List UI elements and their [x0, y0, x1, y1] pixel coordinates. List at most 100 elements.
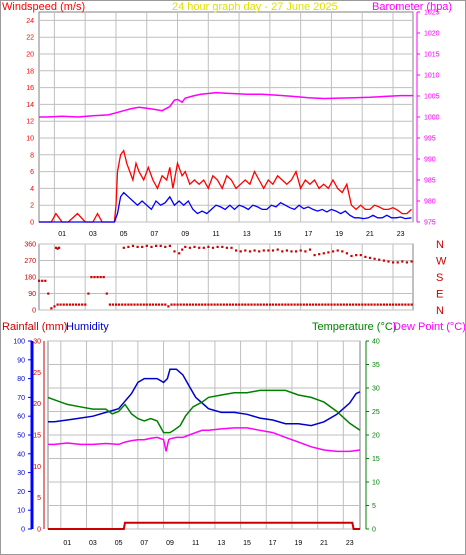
- direction-point: [204, 303, 207, 306]
- dewpoint-axis-title: Dew Point (°C): [393, 321, 466, 333]
- direction-point: [327, 303, 330, 306]
- windspeed-tick-label: 18: [26, 68, 34, 75]
- temperature-tick-label: 5: [372, 503, 376, 510]
- direction-point: [373, 257, 376, 260]
- direction-compass-label: N: [436, 305, 444, 317]
- direction-point: [271, 303, 275, 306]
- barometer-tick-label: 985: [424, 178, 436, 185]
- direction-point: [339, 303, 342, 306]
- rainfall-tick-label: 25: [33, 370, 41, 377]
- direction-point: [262, 303, 265, 306]
- bottom-hour-tick-label: 03: [89, 540, 97, 547]
- windspeed-axis-title: Windspeed (m/s): [2, 1, 85, 13]
- direction-point: [195, 303, 198, 306]
- direction-point: [256, 303, 259, 306]
- barometer-tick-label: 995: [424, 136, 436, 143]
- direction-point: [407, 303, 410, 306]
- direction-point: [392, 261, 395, 264]
- direction-point: [295, 250, 298, 253]
- direction-point: [164, 245, 167, 248]
- temperature-tick-label: 10: [372, 480, 380, 487]
- direction-compass-label: N: [436, 239, 444, 251]
- direction-point: [202, 246, 205, 249]
- direction-point: [248, 250, 252, 253]
- humidity-tick-label: 40: [17, 451, 25, 458]
- humidity-tick-label: 90: [17, 357, 25, 364]
- direction-degree-tick-label: 90: [28, 291, 36, 298]
- direction-point: [388, 303, 392, 306]
- barometer-axis-title: Barometer (hpa): [372, 1, 452, 13]
- direction-point: [210, 303, 213, 306]
- barometer-tick-label: 980: [424, 199, 436, 206]
- direction-point: [352, 303, 355, 306]
- direction-point: [315, 303, 318, 306]
- direction-point: [350, 254, 353, 258]
- direction-point: [81, 303, 84, 306]
- direction-point: [225, 303, 228, 306]
- direction-point: [278, 303, 281, 306]
- temperature-tick-label: 40: [372, 339, 380, 346]
- direction-point: [330, 303, 333, 306]
- direction-point: [99, 276, 102, 279]
- rainfall-tick-label: 5: [37, 495, 41, 502]
- rainfall-tick-label: 20: [33, 401, 41, 408]
- direction-point: [155, 244, 158, 247]
- direction-point: [364, 255, 367, 258]
- direction-point: [318, 303, 321, 306]
- direction-point: [276, 248, 279, 251]
- direction-point: [359, 254, 362, 257]
- direction-point: [158, 303, 161, 306]
- direction-point: [247, 303, 250, 306]
- direction-point: [184, 245, 187, 248]
- direction-point: [268, 303, 272, 306]
- windspeed-tick-label: 22: [26, 35, 34, 42]
- direction-point: [312, 303, 315, 306]
- direction-point: [133, 303, 136, 306]
- direction-point: [71, 303, 75, 306]
- direction-point: [370, 303, 373, 306]
- rainfall-tick-label: 0: [37, 527, 41, 534]
- direction-point: [308, 248, 312, 251]
- direction-point: [118, 303, 121, 306]
- wind-hour-tick-label: 03: [89, 231, 97, 238]
- direction-point: [382, 303, 385, 306]
- dew-point-line: [48, 427, 361, 453]
- wind-hour-tick-label: 05: [120, 231, 128, 238]
- direction-point: [168, 244, 171, 247]
- direction-point: [173, 250, 176, 253]
- direction-point: [222, 303, 225, 306]
- wind-hour-tick-label: 15: [274, 231, 282, 238]
- temperature-tick-label: 15: [372, 456, 380, 463]
- windspeed-tick-label: 0: [30, 220, 34, 227]
- rainfall-tick-label: 15: [33, 433, 41, 440]
- direction-point: [238, 303, 241, 306]
- direction-point: [271, 249, 275, 252]
- direction-point: [216, 303, 219, 306]
- direction-point: [193, 245, 196, 248]
- direction-point: [211, 246, 215, 249]
- direction-point: [285, 249, 288, 252]
- direction-point: [161, 303, 164, 306]
- direction-point: [181, 248, 184, 251]
- direction-point: [164, 303, 167, 306]
- bottom-hour-tick-label: 05: [115, 540, 123, 547]
- direction-point: [345, 303, 348, 306]
- direction-point: [176, 303, 179, 306]
- direction-point: [108, 303, 111, 306]
- direction-point: [74, 303, 78, 306]
- direction-point: [410, 303, 413, 306]
- direction-point: [287, 303, 290, 306]
- wind-hour-tick-label: 11: [212, 231, 219, 238]
- direction-point: [221, 245, 224, 248]
- barometer-tick-label: 1020: [424, 31, 440, 38]
- direction-point: [58, 246, 61, 249]
- temperature-tick-label: 0: [372, 527, 376, 534]
- windspeed-tick-label: 6: [30, 169, 34, 176]
- direction-point: [262, 249, 265, 252]
- direction-point: [230, 246, 233, 249]
- direction-point: [367, 303, 370, 306]
- direction-point: [368, 256, 372, 259]
- humidity-tick-label: 80: [17, 376, 25, 383]
- direction-compass-label: W: [436, 256, 447, 268]
- wind-plot-area: [38, 11, 414, 223]
